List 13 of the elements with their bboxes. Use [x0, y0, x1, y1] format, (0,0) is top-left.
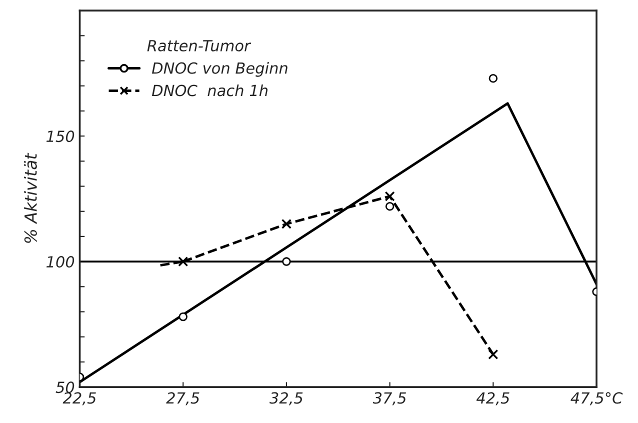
legend-label: DNOC von Beginn: [152, 62, 288, 77]
y-tick-label: 150: [46, 130, 74, 142]
y-axis-title: % Aktivität: [24, 152, 37, 243]
y-tick-label: 100: [46, 256, 74, 268]
legend-label: DNOC nach 1h: [152, 84, 268, 96]
x-tick-label: 42,5: [476, 392, 510, 406]
x-tick-label: 37,5: [372, 392, 406, 406]
x-tick-label: 22,5: [62, 392, 96, 406]
y-tick-label: 50: [56, 382, 74, 394]
legend-title: Ratten-Tumor: [147, 40, 252, 52]
x-tick-label: 27,5: [166, 392, 200, 406]
x-tick-label: 47,5°C: [570, 392, 623, 406]
x-tick-label: 32,5: [269, 392, 303, 406]
